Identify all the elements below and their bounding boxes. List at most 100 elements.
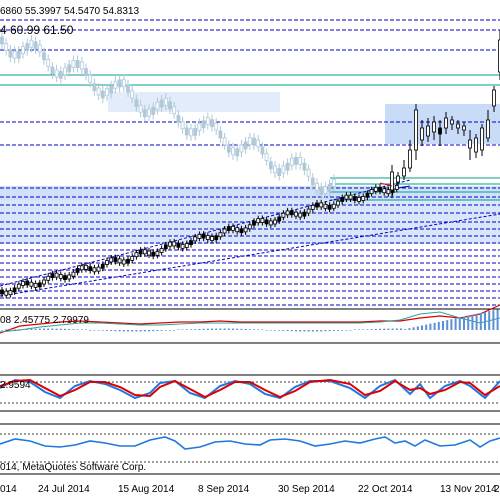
candle-body: [396, 175, 400, 183]
macd-bar: [64, 328, 66, 330]
candle-body: [84, 68, 88, 77]
candle-body: [189, 128, 193, 137]
candle-body: [0, 36, 4, 45]
macd-bar: [433, 322, 436, 330]
candle-body: [142, 249, 147, 255]
candle-body: [450, 119, 454, 125]
macd-bar: [328, 330, 331, 332]
macd-bar: [219, 328, 222, 330]
candle-body: [117, 79, 122, 88]
candle-body: [315, 202, 319, 208]
candle-body: [226, 226, 231, 231]
signal-mark: [379, 182, 393, 187]
candle-body: [42, 52, 46, 61]
candle-body: [402, 167, 406, 177]
macd-bar: [341, 330, 344, 331]
macd-bar: [290, 330, 293, 332]
candle-body: [113, 257, 118, 262]
macd-bar: [496, 309, 499, 330]
candle-body: [298, 212, 303, 218]
candle-body: [222, 228, 227, 234]
candle-body: [63, 67, 67, 76]
candle-body: [365, 192, 370, 198]
candle-body: [121, 259, 126, 265]
candle-body: [289, 210, 294, 216]
macd-bar: [278, 330, 281, 331]
macd-bar: [240, 328, 243, 330]
macd-bar: [324, 330, 327, 332]
candle-body: [172, 106, 177, 115]
macd-bar: [316, 330, 318, 332]
candle-body: [306, 208, 311, 214]
candle-body: [235, 227, 240, 233]
macd-bar: [164, 330, 167, 331]
cci-blue-line: [0, 436, 500, 450]
candle-body: [134, 252, 139, 258]
macd-bar: [257, 329, 260, 330]
macd-bar: [479, 312, 482, 330]
macd-bar: [458, 317, 461, 330]
candle-body: [50, 273, 55, 279]
x-axis-label-trailing: 2014: [494, 484, 500, 495]
macd-bar: [261, 329, 264, 330]
macd-bar: [303, 330, 306, 332]
candle-body: [348, 194, 353, 200]
candle-body: [180, 121, 185, 130]
candle-body: [426, 125, 430, 137]
candle-body: [373, 186, 378, 192]
macd-bar: [442, 321, 444, 330]
x-axis-label-0: 014: [0, 484, 17, 495]
candle-body: [67, 64, 72, 73]
macd-bar: [395, 328, 398, 330]
candle-body: [302, 211, 307, 217]
candle-body: [264, 219, 269, 225]
candle-body: [180, 243, 185, 249]
macd-bar: [13, 329, 16, 330]
candle-body: [159, 248, 164, 253]
candle-body: [214, 235, 219, 241]
candle-body: [88, 266, 93, 272]
candle-body: [92, 83, 97, 92]
candle-body: [46, 275, 51, 281]
candle-body: [344, 194, 349, 200]
candle-body: [201, 120, 206, 129]
stoch-blue-line: [0, 378, 500, 400]
trend-line-up-2: [0, 213, 500, 297]
macd-bar: [76, 329, 79, 330]
candle-body: [84, 264, 88, 270]
macd-bar: [131, 330, 134, 332]
macd-bar: [127, 330, 129, 332]
candle-body: [21, 281, 25, 286]
candle-body: [361, 196, 366, 201]
macd-bar: [383, 328, 386, 330]
macd-bar: [450, 319, 453, 330]
candle-body: [130, 90, 135, 99]
candle-body: [298, 157, 303, 165]
stoch-readout: 2.9594: [0, 380, 31, 391]
macd-bar: [475, 313, 478, 330]
copyright-text: 014, MetaQuotes Software Corp.: [0, 462, 147, 473]
macd-bar: [236, 328, 239, 330]
macd-bar: [5, 329, 8, 330]
candle-body: [151, 107, 156, 115]
candle-body: [184, 127, 189, 136]
macd-bar: [332, 330, 335, 331]
macd-bar: [80, 329, 83, 330]
candle-body: [285, 162, 290, 171]
candle-body: [327, 204, 332, 210]
macd-bar: [22, 328, 24, 330]
macd-bar: [181, 329, 184, 330]
macd-bar: [206, 328, 209, 330]
macd-bar: [282, 330, 285, 331]
candle-body: [96, 266, 101, 272]
candle-body: [432, 121, 436, 133]
macd-bar: [215, 328, 218, 330]
macd-bar: [353, 329, 356, 330]
candle-body: [79, 61, 84, 70]
price-candles: [0, 30, 500, 299]
candle-body: [302, 162, 307, 171]
macd-bar: [47, 328, 50, 330]
candle-body: [71, 271, 76, 277]
candle-body: [468, 139, 472, 149]
